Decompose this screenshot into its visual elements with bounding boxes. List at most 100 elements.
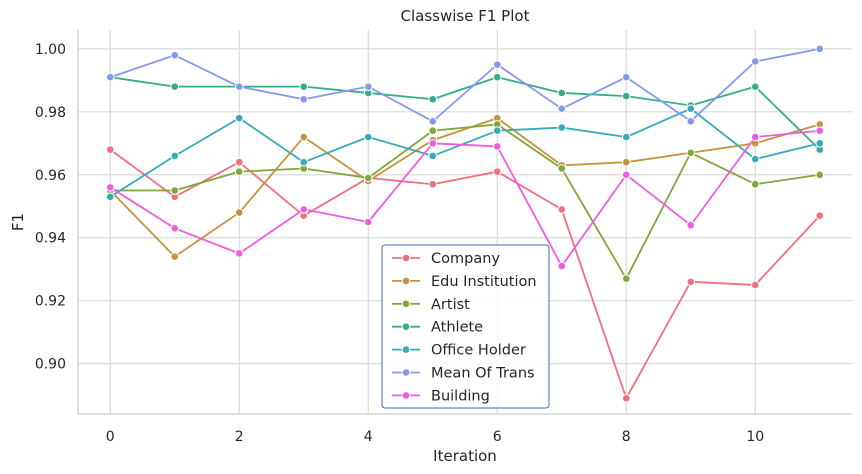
data-point — [492, 126, 502, 136]
data-point — [363, 217, 373, 227]
data-point — [686, 220, 696, 230]
data-point — [750, 154, 760, 164]
data-point — [234, 249, 244, 258]
data-point — [621, 132, 631, 142]
data-point — [557, 164, 567, 173]
legend-entry: Office Holder — [392, 343, 526, 359]
data-point — [557, 88, 567, 98]
legend-label: Edu Institution — [431, 274, 537, 290]
data-point — [621, 170, 631, 180]
legend-marker — [401, 391, 411, 400]
series-line — [109, 107, 820, 198]
legend-label: Company — [431, 251, 500, 267]
data-point — [621, 393, 631, 403]
data-point — [234, 167, 244, 176]
data-point — [363, 132, 373, 142]
data-point — [363, 173, 373, 183]
series-building — [105, 126, 825, 271]
data-point — [105, 145, 115, 154]
legend-marker — [401, 345, 411, 354]
axes — [77, 30, 852, 415]
data-point — [686, 104, 696, 113]
series-office-holder — [105, 104, 825, 202]
legend-label: Athlete — [431, 320, 483, 336]
x-axis-label: Iteration — [433, 447, 497, 465]
series-line — [110, 123, 820, 280]
data-point — [815, 170, 825, 180]
x-tick-label: 0 — [106, 429, 115, 445]
data-point — [686, 277, 696, 287]
data-point — [428, 151, 438, 161]
data-point — [363, 82, 373, 91]
series-line — [109, 48, 820, 123]
data-point — [492, 60, 502, 69]
data-point — [621, 274, 631, 283]
data-point — [428, 126, 438, 136]
legend-entry: Company — [392, 251, 500, 267]
y-tick-label: 0.92 — [35, 294, 66, 310]
data-point — [750, 132, 760, 142]
data-point — [686, 148, 696, 158]
data-point — [170, 82, 180, 91]
data-point — [815, 126, 825, 136]
data-point — [170, 186, 180, 195]
x-tick-label: 2 — [235, 429, 244, 445]
legend-label: Building — [431, 388, 490, 404]
data-point — [299, 94, 309, 104]
legend-marker — [401, 253, 411, 263]
data-point — [750, 280, 760, 290]
legend-entry: Athlete — [392, 320, 483, 336]
data-point — [105, 183, 115, 192]
data-point — [428, 139, 438, 148]
legend: Company Edu Institution Artist Athlete Offic… — [381, 244, 550, 409]
y-tick-label: 0.98 — [35, 105, 66, 121]
legend-marker — [401, 276, 411, 286]
data-point — [299, 157, 309, 167]
legend-entry: Artist — [392, 297, 470, 313]
data-point — [750, 57, 760, 66]
series-line — [109, 148, 821, 400]
legend-label: Office Holder — [431, 343, 526, 359]
data-point — [299, 82, 309, 91]
data-point — [428, 116, 438, 126]
data-point — [234, 113, 244, 123]
series-line — [109, 129, 820, 267]
data-point — [750, 179, 760, 189]
data-point — [492, 142, 502, 151]
x-tick-label: 4 — [364, 429, 373, 445]
legend-marker — [401, 299, 411, 309]
legend-marker — [401, 322, 411, 332]
y-tick-labels: 0.90 0.92 0.94 0.96 0.98 1.00 — [35, 42, 66, 373]
y-tick-label: 0.96 — [35, 168, 66, 184]
data-point — [557, 261, 567, 271]
data-point — [105, 72, 115, 82]
legend-entry: Edu Institution — [392, 274, 537, 290]
data-point — [621, 157, 631, 167]
data-point — [170, 50, 180, 60]
data-point — [234, 157, 244, 167]
legend-entry: Mean Of Trans — [392, 366, 535, 382]
data-point — [234, 82, 244, 91]
x-tick-label: 10 — [746, 429, 764, 445]
data-point — [492, 72, 502, 82]
data-point — [686, 116, 696, 126]
data-point — [557, 123, 567, 132]
data-point — [815, 211, 825, 221]
data-point — [428, 94, 438, 104]
y-tick-label: 1.00 — [35, 42, 66, 58]
data-point — [750, 82, 760, 91]
data-point — [815, 44, 825, 54]
y-tick-label: 0.90 — [35, 357, 66, 373]
data-point — [299, 205, 309, 214]
data-point — [170, 252, 180, 261]
series-layer — [105, 44, 825, 403]
series-line — [109, 117, 821, 258]
series-line — [110, 76, 821, 151]
legend-box — [381, 244, 550, 409]
y-axis-label: F1 — [9, 213, 27, 231]
data-point — [234, 208, 244, 217]
legend-label: Mean Of Trans — [431, 366, 535, 382]
series-artist — [105, 120, 825, 283]
x-tick-label: 6 — [493, 429, 502, 445]
